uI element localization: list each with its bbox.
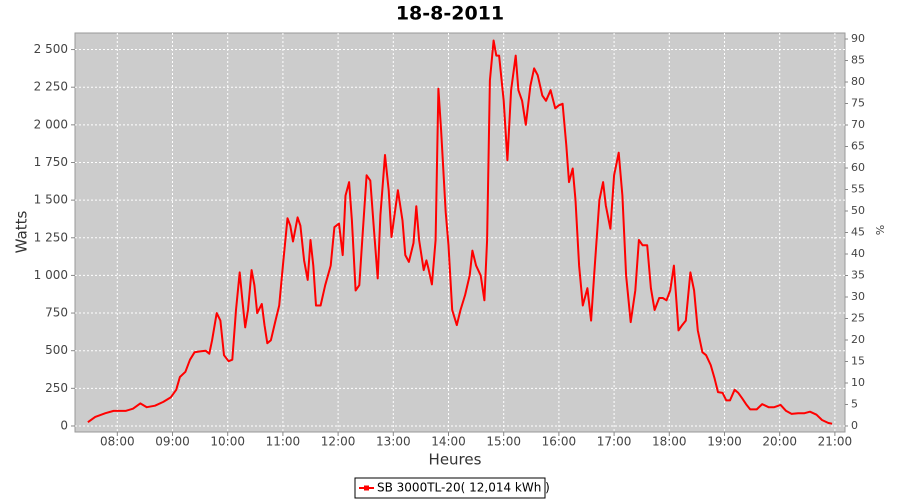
y2-tick-label: 25	[851, 311, 865, 324]
x-tick-label: 08:00	[100, 435, 135, 449]
chart-title: 18-8-2011	[396, 3, 504, 25]
data-line	[87, 39, 833, 425]
x-tick-label: 11:00	[266, 435, 301, 449]
x-tick-label: 15:00	[486, 435, 521, 449]
y-tick-label: 0	[60, 418, 68, 432]
y-tick-label: 1 750	[34, 155, 68, 169]
y-tick-label: 500	[45, 343, 68, 357]
y2-tick-label: 90	[851, 32, 865, 45]
y-tick-label: 1 500	[34, 193, 68, 207]
y-tick-label: 2 000	[34, 117, 68, 131]
y-axis-label: Watts	[13, 211, 31, 254]
y2-tick-label: 45	[851, 226, 865, 239]
legend-marker	[364, 485, 369, 491]
y2-axis-label: %	[874, 225, 887, 235]
y2-tick-label: 15	[851, 354, 865, 367]
legend-label: SB 3000TL-20( 12,014 kWh )	[377, 481, 550, 495]
y2-tick-label: 35	[851, 268, 865, 281]
plot-area	[74, 32, 846, 433]
y-tick-label: 1 250	[34, 230, 68, 244]
legend	[354, 477, 546, 499]
y2-tick-label: 0	[851, 419, 858, 432]
y-tick-label: 750	[45, 306, 68, 320]
y2-tick-label: 55	[851, 183, 865, 196]
x-tick-label: 14:00	[431, 435, 466, 449]
x-tick-label: 17:00	[597, 435, 632, 449]
x-axis-label: Heures	[429, 451, 482, 469]
y2-tick-label: 40	[851, 247, 865, 260]
x-tick-label: 19:00	[707, 435, 742, 449]
y2-tick-label: 75	[851, 97, 865, 110]
x-tick-label: 10:00	[210, 435, 245, 449]
y2-tick-label: 65	[851, 140, 865, 153]
x-tick-label: 13:00	[376, 435, 411, 449]
y2-tick-label: 5	[851, 397, 858, 410]
y2-tick-label: 85	[851, 54, 865, 67]
x-tick-label: 21:00	[818, 435, 853, 449]
y2-tick-label: 70	[851, 118, 865, 131]
x-tick-label: 20:00	[762, 435, 797, 449]
x-tick-label: 09:00	[155, 435, 190, 449]
y-tick-label: 2 250	[34, 80, 68, 94]
y2-tick-label: 60	[851, 161, 865, 174]
y2-tick-label: 20	[851, 333, 865, 346]
y2-tick-label: 30	[851, 290, 865, 303]
y2-tick-label: 50	[851, 204, 865, 217]
y-tick-label: 250	[45, 381, 68, 395]
x-tick-label: 18:00	[652, 435, 687, 449]
y-tick-label: 1 000	[34, 268, 68, 282]
x-tick-label: 12:00	[321, 435, 356, 449]
y2-tick-label: 10	[851, 376, 865, 389]
y2-tick-label: 80	[851, 75, 865, 88]
x-tick-label: 16:00	[542, 435, 577, 449]
y-tick-label: 2 500	[34, 42, 68, 56]
